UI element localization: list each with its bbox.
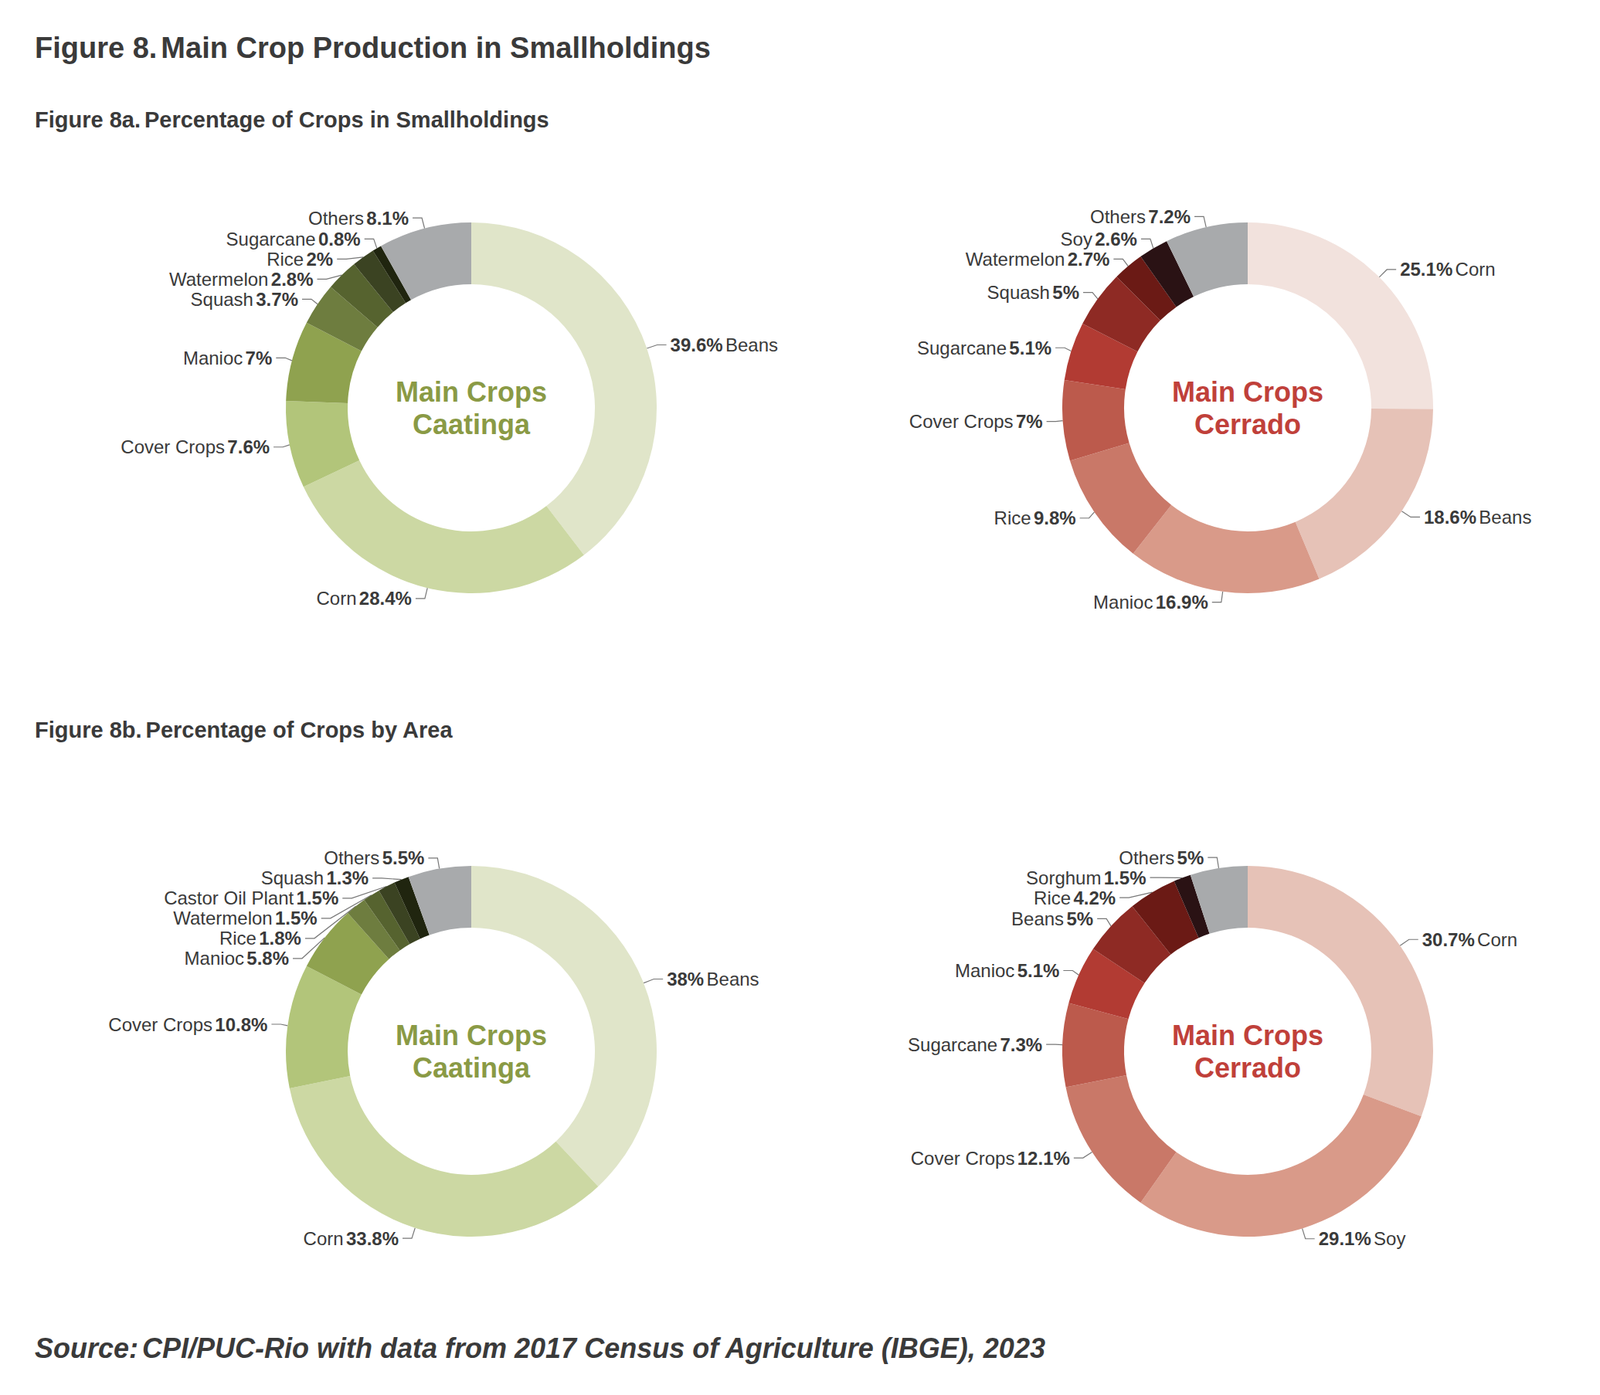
svg-text:Others: Others (323, 847, 380, 869)
svg-text:2.6%: 2.6% (1094, 228, 1138, 250)
svg-text:Castor Oil Plant: Castor Oil Plant (163, 887, 294, 909)
svg-text:Cover Crops: Cover Crops (120, 436, 225, 458)
svg-text:Main Crop Production in Smallh: Main Crop Production in Smallholdings (160, 31, 710, 65)
svg-text:Cover Crops: Cover Crops (909, 411, 1014, 432)
svg-text:Beans: Beans (1011, 908, 1064, 930)
svg-text:1.3%: 1.3% (326, 867, 369, 889)
svg-text:5%: 5% (1177, 847, 1205, 869)
svg-text:Beans: Beans (725, 334, 778, 356)
svg-text:1.5%: 1.5% (275, 907, 318, 929)
svg-text:Squash: Squash (190, 288, 254, 310)
svg-text:39.6%: 39.6% (670, 334, 724, 356)
svg-text:Main Crops: Main Crops (1171, 1019, 1324, 1052)
svg-text:Caatinga: Caatinga (412, 1052, 531, 1084)
svg-text:5%: 5% (1052, 281, 1080, 303)
svg-text:2.8%: 2.8% (271, 268, 314, 290)
svg-text:8.1%: 8.1% (366, 207, 409, 229)
svg-text:7%: 7% (245, 347, 273, 369)
svg-text:Source:: Source: (34, 1332, 139, 1365)
svg-text:30.7%: 30.7% (1422, 929, 1475, 951)
svg-text:Manioc: Manioc (954, 960, 1015, 982)
svg-text:Beans: Beans (706, 968, 760, 990)
svg-text:10.8%: 10.8% (214, 1014, 268, 1036)
svg-text:Figure 8.: Figure 8. (34, 31, 157, 65)
svg-text:7.3%: 7.3% (999, 1034, 1043, 1056)
svg-text:Manioc: Manioc (183, 347, 243, 369)
svg-text:25.1%: 25.1% (1399, 258, 1453, 280)
svg-text:Watermelon: Watermelon (965, 248, 1065, 270)
svg-text:Percentage of Crops by Area: Percentage of Crops by Area (146, 717, 454, 743)
svg-text:Sugarcane: Sugarcane (917, 337, 1007, 359)
svg-text:5.5%: 5.5% (382, 847, 425, 869)
svg-text:Sugarcane: Sugarcane (226, 228, 316, 250)
svg-text:7.2%: 7.2% (1148, 206, 1191, 228)
svg-text:Others: Others (1090, 206, 1146, 228)
svg-text:28.4%: 28.4% (359, 587, 412, 609)
svg-text:Rice: Rice (266, 248, 304, 270)
svg-text:1.5%: 1.5% (296, 887, 340, 909)
svg-text:Percentage of Crops in Smallho: Percentage of Crops in Smallholdings (144, 107, 550, 133)
svg-text:Caatinga: Caatinga (412, 408, 531, 441)
svg-text:29.1%: 29.1% (1318, 1228, 1372, 1250)
svg-text:7%: 7% (1015, 411, 1043, 432)
svg-text:Cerrado: Cerrado (1194, 1052, 1302, 1084)
svg-text:1.5%: 1.5% (1104, 867, 1147, 889)
svg-text:Squash: Squash (987, 281, 1050, 303)
svg-text:Rice: Rice (994, 507, 1032, 529)
svg-text:33.8%: 33.8% (346, 1228, 399, 1250)
svg-text:1.8%: 1.8% (258, 927, 302, 949)
svg-text:3.7%: 3.7% (255, 288, 299, 310)
svg-text:Cerrado: Cerrado (1194, 408, 1302, 441)
svg-text:Corn: Corn (303, 1228, 344, 1250)
svg-text:Beans: Beans (1478, 506, 1532, 528)
svg-text:5%: 5% (1066, 908, 1094, 930)
svg-text:Rice: Rice (1033, 887, 1071, 909)
svg-text:0.8%: 0.8% (318, 228, 361, 250)
svg-text:Corn: Corn (316, 587, 357, 609)
svg-text:12.1%: 12.1% (1017, 1148, 1071, 1169)
svg-text:7.6%: 7.6% (227, 436, 270, 458)
svg-text:Cover Crops: Cover Crops (108, 1014, 213, 1036)
svg-text:9.8%: 9.8% (1033, 507, 1077, 529)
svg-text:Sugarcane: Sugarcane (907, 1034, 998, 1056)
svg-text:Main Crops: Main Crops (1171, 376, 1324, 408)
svg-text:16.9%: 16.9% (1155, 591, 1209, 613)
svg-text:Rice: Rice (219, 927, 257, 949)
svg-text:Soy: Soy (1060, 228, 1093, 250)
svg-text:CPI/PUC-Rio with data from 201: CPI/PUC-Rio with data from 2017 Census o… (142, 1332, 1046, 1365)
svg-text:38%: 38% (666, 968, 704, 990)
svg-text:Others: Others (308, 207, 364, 229)
svg-text:Corn: Corn (1455, 258, 1496, 280)
svg-text:Squash: Squash (261, 867, 324, 889)
svg-text:4.2%: 4.2% (1073, 887, 1116, 909)
svg-text:18.6%: 18.6% (1423, 506, 1477, 528)
svg-text:Sorghum: Sorghum (1025, 867, 1101, 889)
svg-text:5.1%: 5.1% (1008, 337, 1052, 359)
svg-text:Others: Others (1118, 847, 1175, 869)
svg-text:Main Crops: Main Crops (395, 1019, 547, 1052)
svg-text:Soy: Soy (1373, 1228, 1406, 1250)
svg-text:Corn: Corn (1477, 929, 1518, 951)
svg-text:Main Crops: Main Crops (395, 376, 547, 408)
svg-text:Cover Crops: Cover Crops (910, 1148, 1016, 1169)
svg-text:5.8%: 5.8% (246, 947, 289, 969)
svg-text:Figure 8b.: Figure 8b. (34, 717, 143, 743)
svg-text:Watermelon: Watermelon (173, 907, 272, 929)
svg-text:Manioc: Manioc (1093, 591, 1153, 613)
svg-text:2.7%: 2.7% (1067, 248, 1111, 270)
svg-text:Watermelon: Watermelon (169, 268, 269, 290)
svg-text:Manioc: Manioc (184, 947, 245, 969)
svg-text:2%: 2% (306, 248, 334, 270)
svg-text:5.1%: 5.1% (1017, 960, 1060, 982)
svg-text:Figure 8a.: Figure 8a. (34, 107, 141, 133)
